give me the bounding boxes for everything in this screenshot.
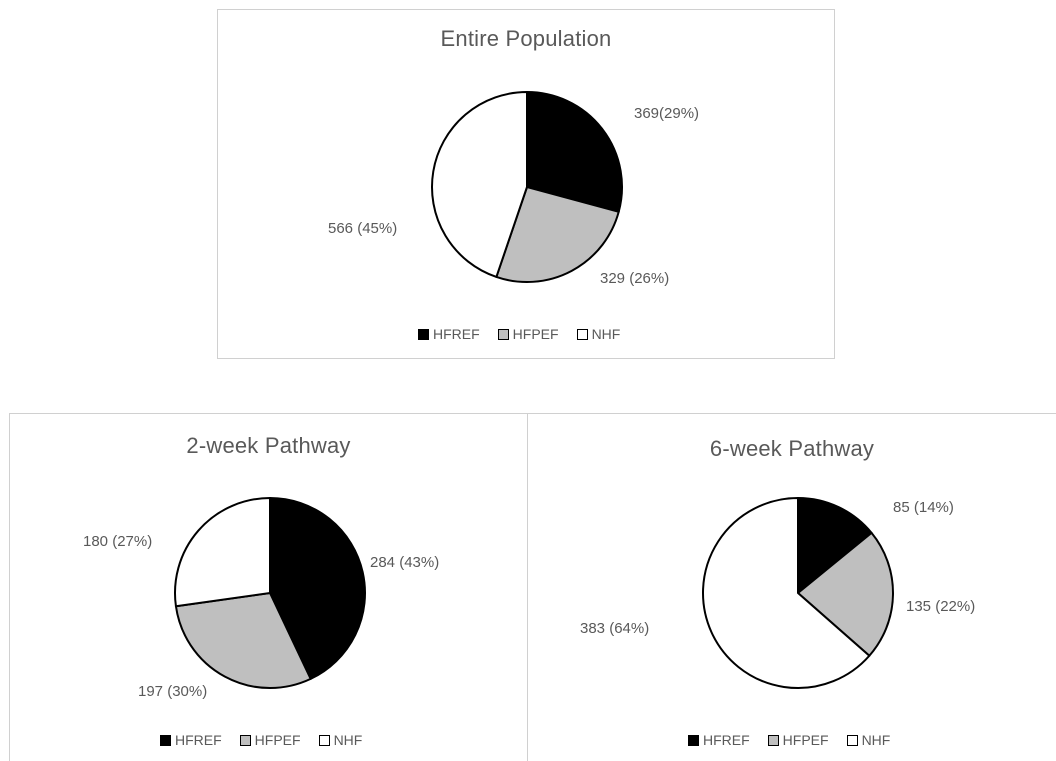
legend-item-hfpef: HFPEF bbox=[497, 326, 559, 342]
legend-swatch-hfpef bbox=[497, 328, 509, 340]
pie-slice-hfref bbox=[526, 91, 623, 213]
pie-slice-hfpef bbox=[797, 531, 894, 657]
legend-label: HFPEF bbox=[782, 732, 829, 748]
legend-swatch-hfref bbox=[160, 734, 171, 746]
chart-title: 2-week Pathway bbox=[186, 433, 351, 458]
data-label-hfref: 85 (14%) bbox=[893, 499, 954, 516]
data-label-hfref: 369(29%) bbox=[634, 105, 700, 122]
data-label-hfpef: 197 (30%) bbox=[138, 683, 208, 700]
data-label-nhf: 180 (27%) bbox=[83, 533, 153, 550]
legend-swatch-nhf bbox=[576, 328, 588, 340]
legend-item-nhf: NHF bbox=[318, 732, 363, 748]
legend-label: HFPEF bbox=[512, 326, 559, 342]
pie-slice-hfpef bbox=[495, 186, 620, 283]
data-label-nhf: 383 (64%) bbox=[580, 620, 650, 637]
legend-swatch-nhf bbox=[846, 734, 858, 746]
data-label-hfref: 284 (43%) bbox=[370, 554, 440, 571]
chart-panel-6-week-pathway: 6-week Pathway 85 (14%) 135 (22%) 383 (6… bbox=[527, 413, 1056, 761]
chart-panel-2-week-pathway: 2-week Pathway 284 (43%) 197 (30%) 180 (… bbox=[9, 413, 528, 761]
legend-swatch-hfpef bbox=[239, 734, 251, 746]
legend-label: HFPEF bbox=[254, 732, 301, 748]
pie-slice-hfref bbox=[269, 497, 366, 680]
legend: HFREF HFPEF NHF bbox=[160, 732, 362, 748]
chart-title: 6-week Pathway bbox=[709, 436, 875, 461]
pie-slice-hfref bbox=[797, 497, 873, 594]
legend-item-hfref: HFREF bbox=[160, 732, 222, 748]
pie-slice-nhf bbox=[702, 497, 871, 689]
data-label-nhf: 566 (45%) bbox=[328, 220, 398, 237]
legend-item-hfpef: HFPEF bbox=[767, 732, 829, 748]
legend-item-hfpef: HFPEF bbox=[239, 732, 301, 748]
legend-item-nhf: NHF bbox=[846, 732, 891, 748]
legend-label: HFREF bbox=[703, 732, 750, 748]
chart-title: Entire Population bbox=[440, 26, 612, 51]
pie-chart bbox=[702, 497, 894, 689]
legend-label: NHF bbox=[591, 326, 621, 342]
data-label-hfpef: 329 (26%) bbox=[600, 270, 670, 287]
legend-label: HFREF bbox=[175, 732, 222, 748]
pie-chart bbox=[174, 497, 366, 689]
legend-swatch-hfref bbox=[688, 734, 699, 746]
legend: HFREF HFPEF NHF bbox=[688, 732, 890, 748]
pie-chart bbox=[431, 91, 623, 283]
pie-slice-nhf bbox=[174, 497, 271, 608]
legend-swatch-nhf bbox=[318, 734, 330, 746]
pie-slice-nhf bbox=[431, 91, 528, 278]
data-label-hfpef: 135 (22%) bbox=[906, 598, 976, 615]
legend-item-hfref: HFREF bbox=[688, 732, 750, 748]
chart-panel-entire-population: Entire Population 369(29%) 329 (26%) 566… bbox=[217, 9, 835, 359]
legend-swatch-hfpef bbox=[767, 734, 779, 746]
legend-label: NHF bbox=[333, 732, 363, 748]
legend: HFREF HFPEF NHF bbox=[418, 326, 620, 342]
legend-item-hfref: HFREF bbox=[418, 326, 480, 342]
pie-slice-hfpef bbox=[174, 592, 312, 689]
legend-item-nhf: NHF bbox=[576, 326, 621, 342]
legend-label: NHF bbox=[861, 732, 891, 748]
legend-label: HFREF bbox=[433, 326, 480, 342]
legend-swatch-hfref bbox=[418, 328, 429, 340]
